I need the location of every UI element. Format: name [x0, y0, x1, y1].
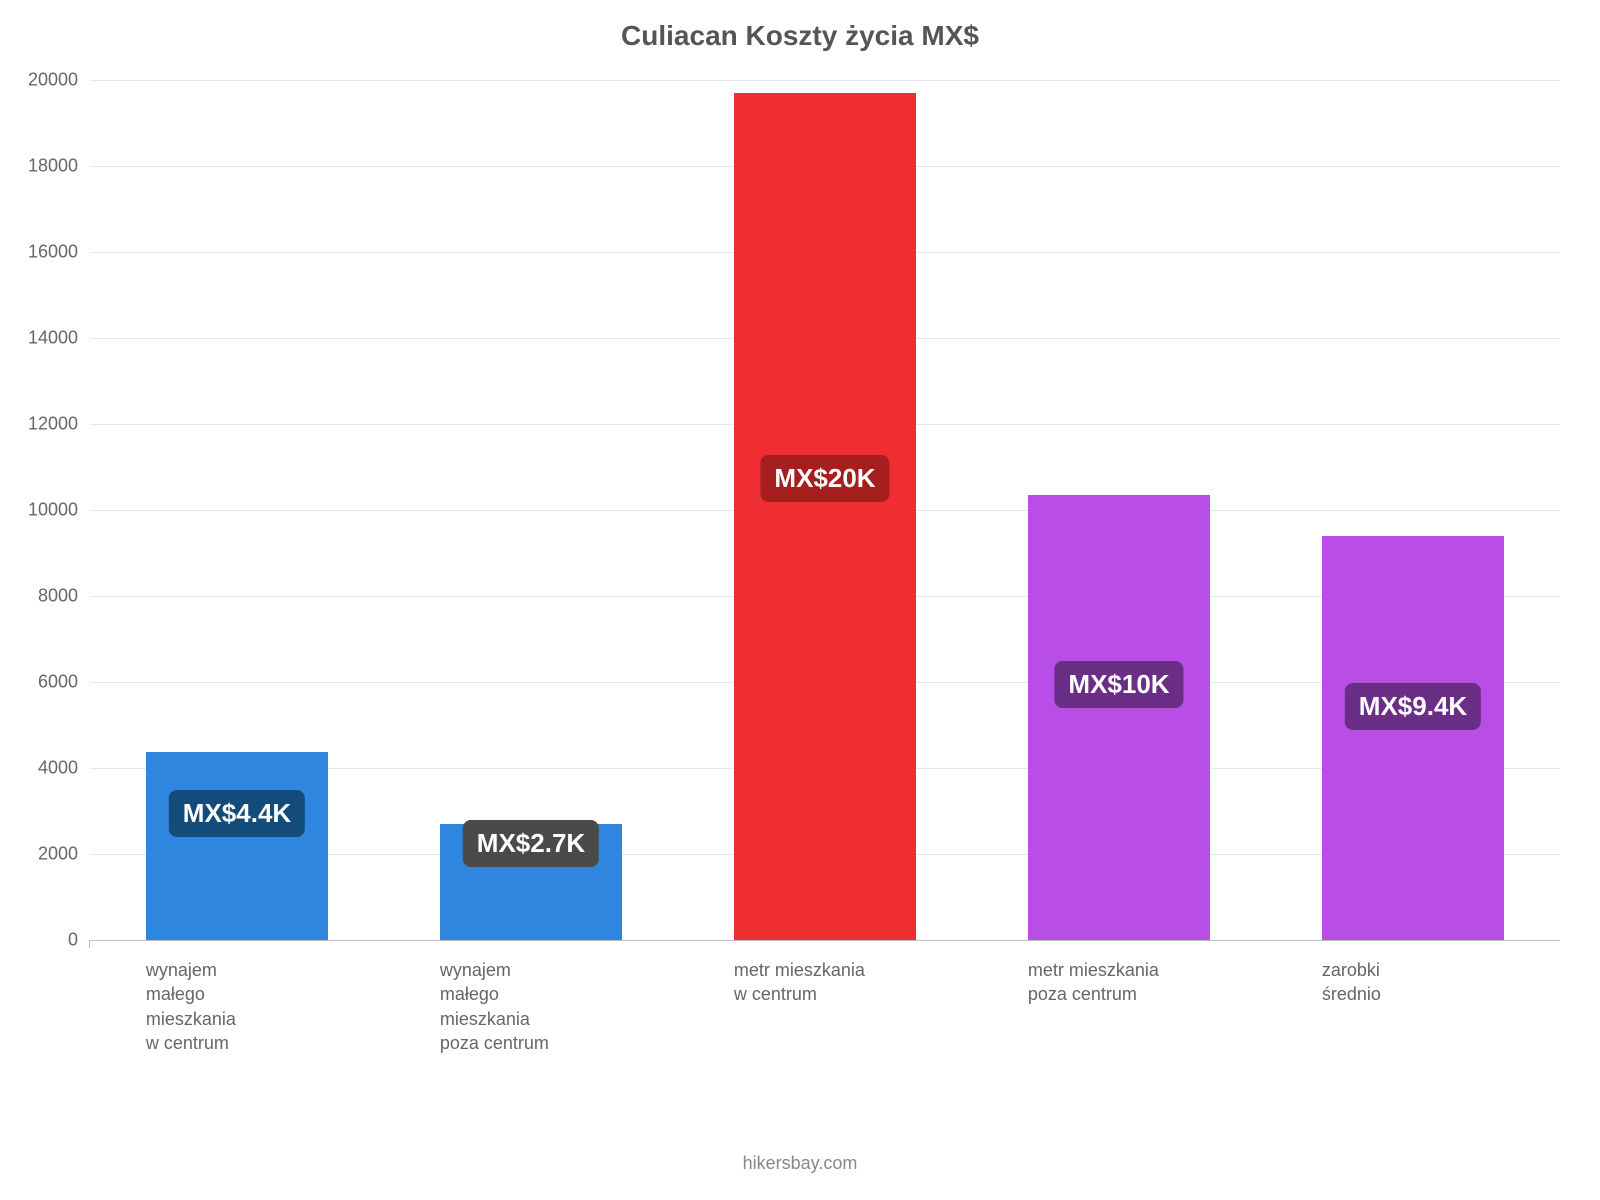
bar: [146, 752, 328, 940]
y-tick-label: 8000: [38, 586, 78, 607]
attribution-text: hikersbay.com: [0, 1153, 1600, 1174]
y-tick-label: 2000: [38, 844, 78, 865]
x-category-label: zarobki średnio: [1322, 958, 1544, 1007]
y-tick-label: 16000: [28, 242, 78, 263]
value-badge: MX$2.7K: [463, 820, 599, 867]
y-tick-label: 20000: [28, 70, 78, 91]
bar: [1028, 495, 1210, 940]
chart-container: Culiacan Koszty życia MX$ 02000400060008…: [0, 0, 1600, 1200]
value-badge: MX$9.4K: [1345, 683, 1481, 730]
bar: [734, 93, 916, 940]
y-tick-label: 10000: [28, 500, 78, 521]
y-tick-label: 6000: [38, 672, 78, 693]
y-tick-label: 0: [68, 930, 78, 951]
y-tick-label: 14000: [28, 328, 78, 349]
x-category-label: wynajem małego mieszkania w centrum: [146, 958, 368, 1055]
plot-area: 0200040006000800010000120001400016000180…: [90, 80, 1560, 940]
chart-title: Culiacan Koszty życia MX$: [0, 20, 1600, 52]
gridline: [90, 80, 1560, 81]
plot-inner: 0200040006000800010000120001400016000180…: [90, 80, 1560, 940]
x-category-label: wynajem małego mieszkania poza centrum: [440, 958, 662, 1055]
x-category-label: metr mieszkania w centrum: [734, 958, 956, 1007]
axis-tick: [89, 940, 90, 948]
x-category-label: metr mieszkania poza centrum: [1028, 958, 1250, 1007]
value-badge: MX$10K: [1054, 661, 1183, 708]
value-badge: MX$20K: [760, 455, 889, 502]
y-tick-label: 18000: [28, 156, 78, 177]
value-badge: MX$4.4K: [169, 790, 305, 837]
gridline: [90, 940, 1560, 941]
y-tick-label: 4000: [38, 758, 78, 779]
y-tick-label: 12000: [28, 414, 78, 435]
bar: [1322, 536, 1504, 940]
